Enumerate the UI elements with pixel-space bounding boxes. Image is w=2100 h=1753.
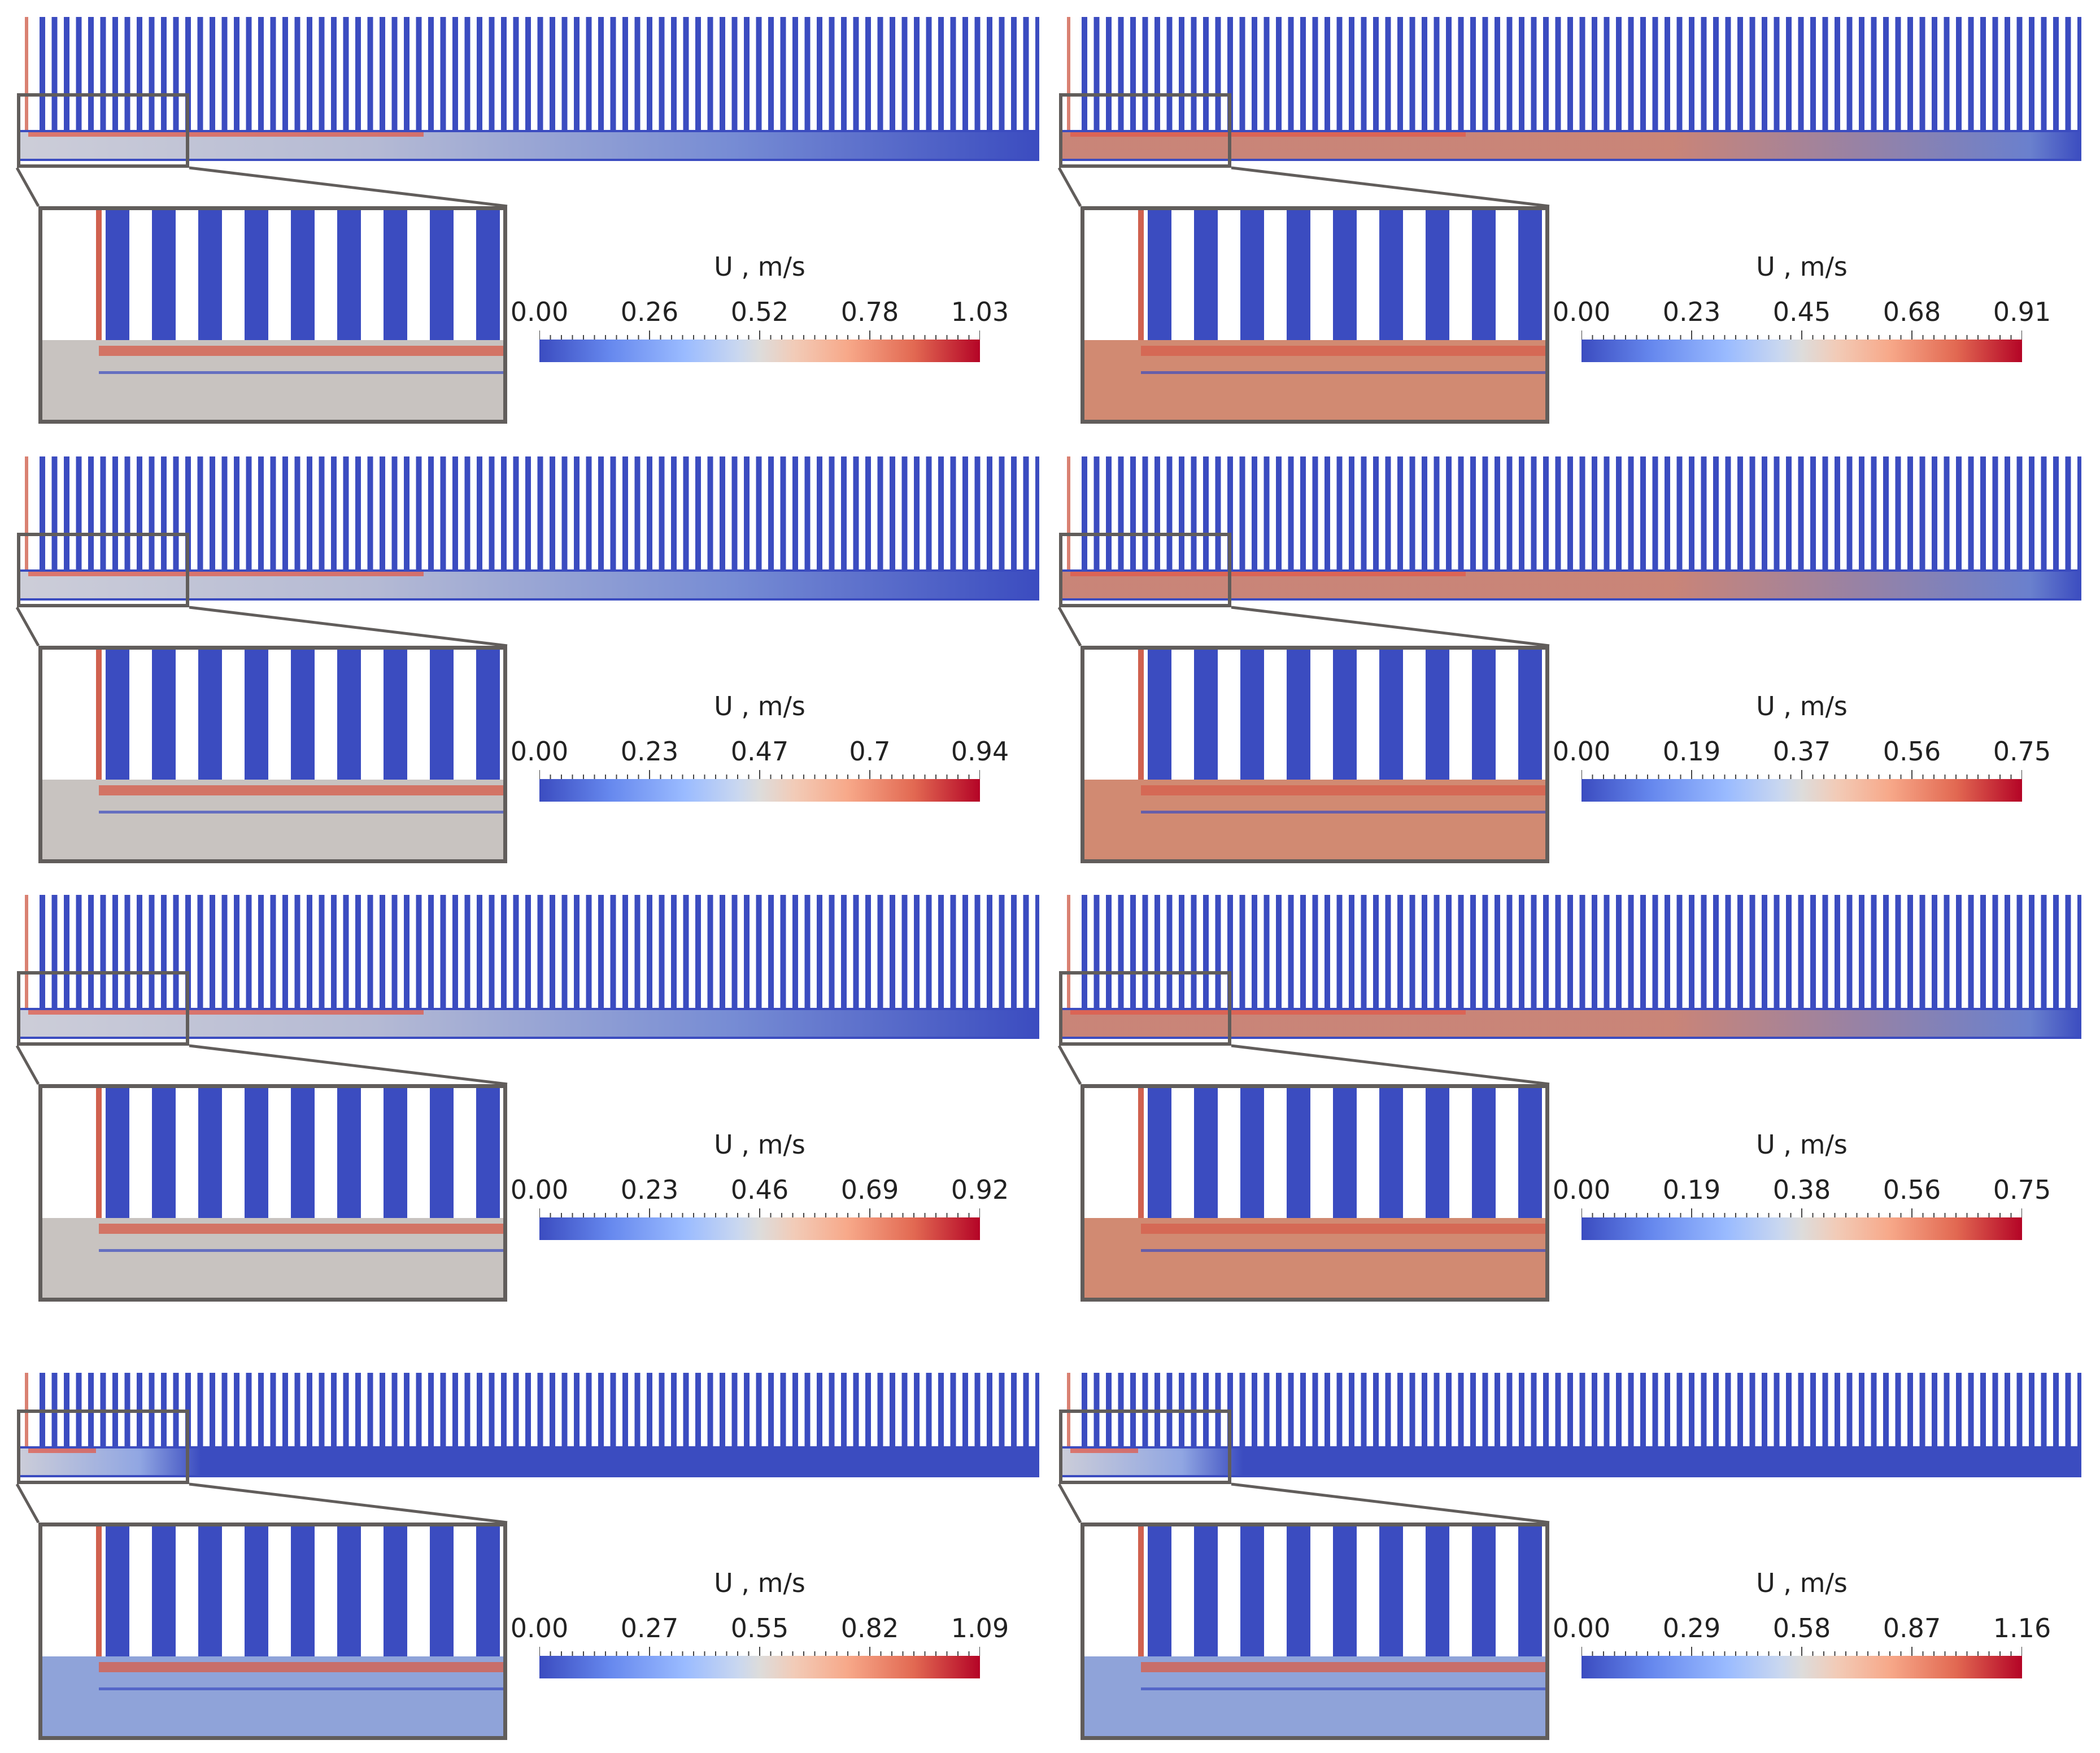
colorbar-gradient <box>1581 1217 2022 1240</box>
colorbar-minor-ticks <box>539 1208 980 1217</box>
colorbar-tick-label: 0.56 <box>1883 736 1941 767</box>
colorbar-tick-label: 0.69 <box>840 1175 899 1205</box>
zoom-inset-svg <box>42 1088 503 1298</box>
zoom-inset-svg <box>1084 1526 1545 1736</box>
colorbar-tick-label: 0.78 <box>840 297 899 327</box>
zoom-inset <box>1081 206 1549 424</box>
colorbar-tick-label: 0.46 <box>730 1175 789 1205</box>
colorbar-tick-label: 0.58 <box>1772 1613 1831 1643</box>
colorbar-tick-label: 0.23 <box>620 736 679 767</box>
colorbar-tick-label: 0.55 <box>730 1613 789 1643</box>
colorbar-gradient <box>1581 340 2022 362</box>
colorbar-title: U , m/s <box>1756 1129 1848 1160</box>
zoom-inset <box>1081 646 1549 863</box>
colorbar-tick-label: 0.94 <box>951 736 1009 767</box>
zoom-inset-svg <box>1084 1088 1545 1298</box>
zoom-inset-svg <box>1084 210 1545 420</box>
colorbar: U , m/s 0.00 0.23 0.47 0.7 0.94 <box>511 691 1009 802</box>
zoom-region-box <box>1059 533 1231 607</box>
colorbar-gradient <box>1581 779 2022 802</box>
zoom-region-box <box>17 93 189 168</box>
zoom-inset-svg <box>42 1526 503 1736</box>
colorbar-tick-label: 0.00 <box>510 1613 569 1643</box>
colorbar-tick-label: 0.23 <box>1662 297 1721 327</box>
zoom-region-box <box>17 971 189 1046</box>
colorbar-tick-label: 0.52 <box>730 297 789 327</box>
colorbar-title: U , m/s <box>1756 1568 1848 1598</box>
colorbar: U , m/s 0.00 0.19 0.37 0.56 0.75 <box>1553 691 2051 802</box>
colorbar-tick-label: 0.00 <box>510 1175 569 1205</box>
colorbar-title: U , m/s <box>714 251 805 282</box>
colorbar-gradient <box>1581 1656 2022 1678</box>
colorbar-tick-label: 0.23 <box>620 1175 679 1205</box>
colorbar-tick-label: 0.19 <box>1662 736 1721 767</box>
flow-strip-svg <box>1059 895 2081 1039</box>
zoom-region-box <box>1059 93 1231 168</box>
colorbar-tick-label: 0.38 <box>1772 1175 1831 1205</box>
colorbar-tick-label: 0.47 <box>730 736 789 767</box>
zoom-region-box <box>17 533 189 607</box>
colorbar-gradient <box>539 1656 980 1678</box>
colorbar-tick-label: 1.16 <box>1993 1613 2051 1643</box>
colorbar-tick-label: 0.00 <box>1552 736 1611 767</box>
colorbar-tick-label: 0.00 <box>1552 1175 1611 1205</box>
colorbar-tick-label: 0.37 <box>1772 736 1831 767</box>
zoom-region-box <box>1059 1410 1231 1484</box>
colorbar-minor-ticks <box>1581 1647 2022 1656</box>
colorbar-tick-label: 0.87 <box>1883 1613 1941 1643</box>
colorbar-minor-ticks <box>539 330 980 340</box>
colorbar-gradient <box>539 779 980 802</box>
colorbar-tick-label: 0.00 <box>510 297 569 327</box>
colorbar-title: U , m/s <box>1756 251 1848 282</box>
colorbar-tick-label: 0.68 <box>1883 297 1941 327</box>
colorbar-tick-label: 0.27 <box>620 1613 679 1643</box>
colorbar-tick-label: 1.03 <box>951 297 1009 327</box>
colorbar-tick-label: 0.56 <box>1883 1175 1941 1205</box>
colorbar-minor-ticks <box>1581 330 2022 340</box>
zoom-region-box <box>1059 971 1231 1046</box>
zoom-inset <box>1081 1084 1549 1302</box>
colorbar: U , m/s 0.00 0.29 0.58 0.87 1.16 <box>1553 1568 2051 1678</box>
colorbar-minor-ticks <box>1581 1208 2022 1217</box>
zoom-inset <box>38 646 507 863</box>
colorbar-tick-label: 0.75 <box>1993 1175 2051 1205</box>
zoom-inset <box>1081 1523 1549 1740</box>
colorbar-tick-label: 0.19 <box>1662 1175 1721 1205</box>
colorbar-minor-ticks <box>539 770 980 779</box>
colorbar: U , m/s 0.00 0.19 0.38 0.56 0.75 <box>1553 1129 2051 1240</box>
colorbar-tick-label: 0.26 <box>620 297 679 327</box>
colorbar: U , m/s 0.00 0.23 0.46 0.69 0.92 <box>511 1129 1009 1240</box>
zoom-inset <box>38 1084 507 1302</box>
colorbar-minor-ticks <box>539 1647 980 1656</box>
colorbar-title: U , m/s <box>714 691 805 721</box>
colorbar-title: U , m/s <box>714 1568 805 1598</box>
zoom-inset-svg <box>42 650 503 859</box>
colorbar-title: U , m/s <box>714 1129 805 1160</box>
zoom-inset-svg <box>42 210 503 420</box>
colorbar: U , m/s 0.00 0.23 0.45 0.68 0.91 <box>1553 251 2051 362</box>
zoom-inset <box>38 1523 507 1740</box>
colorbar-tick-label: 1.09 <box>951 1613 1009 1643</box>
colorbar-tick-label: 0.00 <box>1552 1613 1611 1643</box>
colorbar-tick-label: 0.7 <box>849 736 891 767</box>
colorbar-tick-label: 0.75 <box>1993 736 2051 767</box>
colorbar-gradient <box>539 340 980 362</box>
flow-strip <box>1059 895 2081 1039</box>
colorbar-tick-label: 0.45 <box>1772 297 1831 327</box>
colorbar-tick-label: 0.29 <box>1662 1613 1721 1643</box>
colorbar-minor-ticks <box>1581 770 2022 779</box>
colorbar: U , m/s 0.00 0.27 0.55 0.82 1.09 <box>511 1568 1009 1678</box>
colorbar-title: U , m/s <box>1756 691 1848 721</box>
colorbar-gradient <box>539 1217 980 1240</box>
colorbar: U , m/s 0.00 0.26 0.52 0.78 1.03 <box>511 251 1009 362</box>
colorbar-tick-label: 0.82 <box>840 1613 899 1643</box>
zoom-inset-svg <box>1084 650 1545 859</box>
zoom-region-box <box>17 1410 189 1484</box>
colorbar-tick-label: 0.91 <box>1993 297 2051 327</box>
colorbar-tick-label: 0.92 <box>951 1175 1009 1205</box>
colorbar-tick-label: 0.00 <box>1552 297 1611 327</box>
colorbar-tick-label: 0.00 <box>510 736 569 767</box>
zoom-inset <box>38 206 507 424</box>
